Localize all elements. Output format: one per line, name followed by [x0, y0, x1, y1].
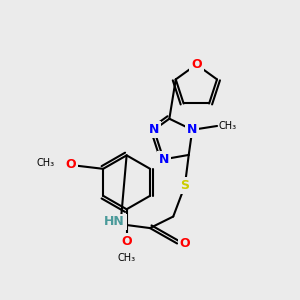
Text: N: N [158, 153, 169, 166]
Text: O: O [121, 235, 132, 248]
Text: O: O [179, 237, 190, 250]
Text: O: O [65, 158, 76, 172]
Text: N: N [149, 123, 159, 136]
Text: N: N [187, 123, 197, 136]
Text: CH₃: CH₃ [118, 253, 136, 263]
Text: O: O [191, 58, 202, 71]
Text: HN: HN [104, 215, 125, 228]
Text: S: S [180, 179, 189, 192]
Text: CH₃: CH₃ [37, 158, 55, 168]
Text: CH₃: CH₃ [219, 121, 237, 131]
